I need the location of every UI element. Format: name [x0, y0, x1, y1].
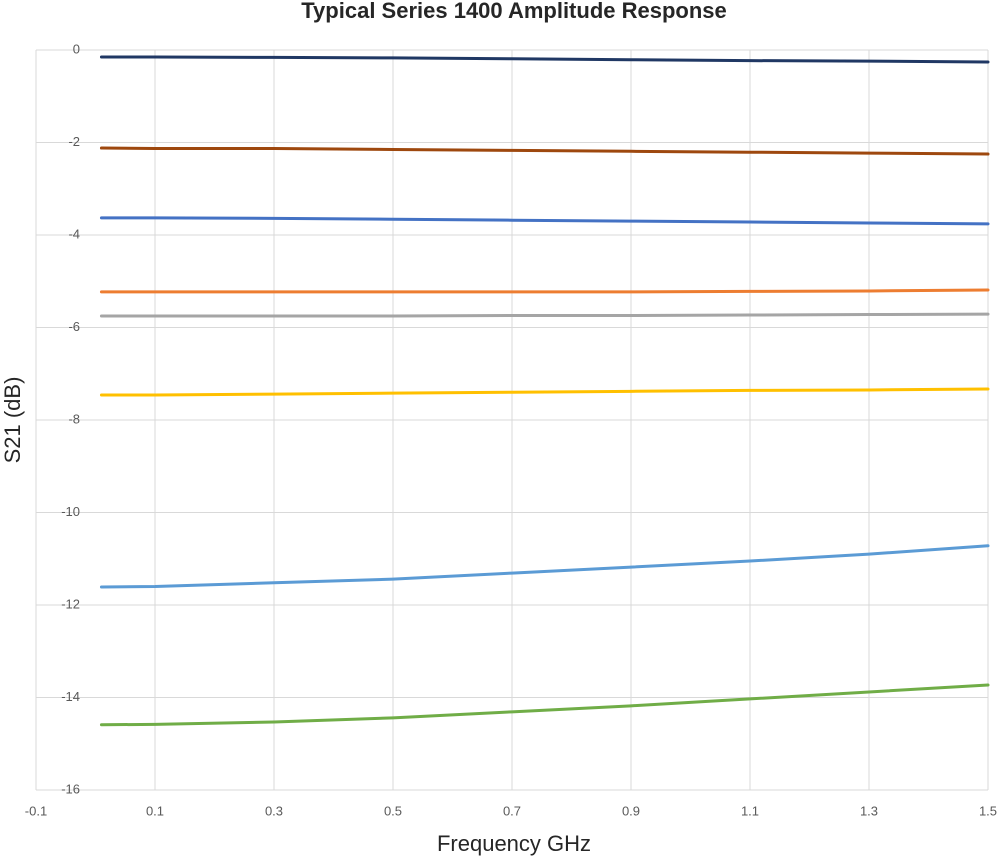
series-line — [99, 288, 990, 294]
y-tick-label: -8 — [68, 411, 80, 426]
y-tick-label: -10 — [61, 504, 80, 519]
y-axis-label: S21 (dB) — [0, 377, 25, 464]
x-tick-label: 0.9 — [622, 803, 640, 818]
x-tick-label: 1.3 — [860, 803, 878, 818]
x-tick-label: 1.1 — [741, 803, 759, 818]
y-tick-label: -12 — [61, 596, 80, 611]
x-tick-label: 0.7 — [503, 803, 521, 818]
y-tick-label: -6 — [68, 319, 80, 334]
series-line — [99, 216, 990, 226]
x-tick-label: 0.5 — [384, 803, 402, 818]
y-tick-label: 0 — [73, 41, 80, 56]
chart-title: Typical Series 1400 Amplitude Response — [301, 0, 727, 23]
series-line — [99, 683, 990, 727]
y-tick-label: -4 — [68, 226, 80, 241]
y-tick-label: -14 — [61, 689, 80, 704]
series-line — [99, 387, 990, 397]
series-line — [99, 55, 990, 64]
x-tick-label: -0.1 — [25, 803, 47, 818]
y-tick-label: -2 — [68, 134, 80, 149]
x-axis-label: Frequency GHz — [437, 831, 591, 856]
series-line — [99, 146, 990, 156]
series-line — [99, 312, 990, 318]
series-line — [99, 544, 990, 589]
x-tick-label: 0.1 — [146, 803, 164, 818]
x-tick-label: 1.5 — [979, 803, 997, 818]
x-tick-label: 0.3 — [265, 803, 283, 818]
y-tick-label: -16 — [61, 781, 80, 796]
